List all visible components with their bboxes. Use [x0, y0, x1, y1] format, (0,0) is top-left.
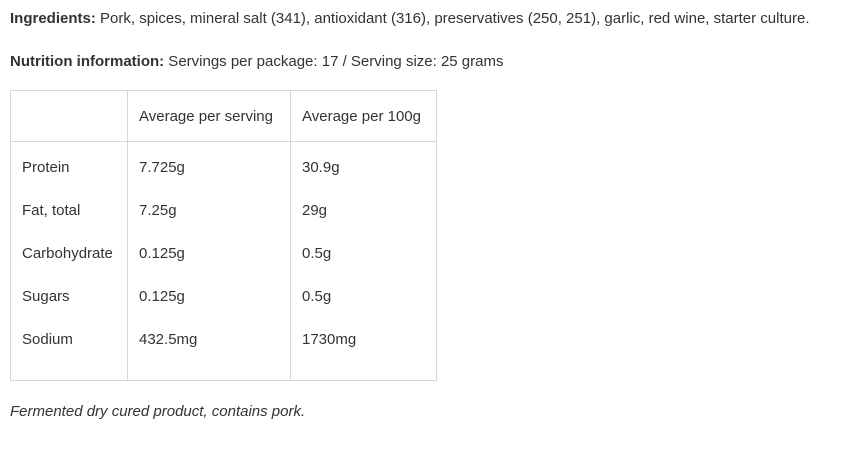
per-100g-value: 0.5g	[290, 275, 437, 318]
nutrition-text: Servings per package: 17 / Serving size:…	[164, 53, 504, 70]
per-serving-value: 0.125g	[127, 275, 291, 318]
table-row: Fat, total 7.25g 29g	[10, 189, 437, 232]
per-100g-value: 0.5g	[290, 232, 437, 275]
product-note: Fermented dry cured product, contains po…	[10, 403, 306, 420]
per-100g-value: 29g	[290, 189, 437, 232]
per-serving-value: 432.5mg	[127, 318, 291, 381]
header-per-100g: Average per 100g	[290, 90, 437, 142]
nutrition-line: Nutrition information: Servings per pack…	[10, 52, 503, 71]
table-row: Sodium 432.5mg 1730mg	[10, 318, 437, 381]
ingredients-line: Ingredients: Pork, spices, mineral salt …	[10, 9, 810, 28]
ingredients-label: Ingredients:	[10, 10, 96, 27]
nutrient-name: Protein	[10, 141, 128, 189]
per-100g-value: 30.9g	[290, 141, 437, 189]
nutrition-label: Nutrition information:	[10, 53, 165, 70]
nutrition-table: Average per serving Average per 100g Pro…	[10, 90, 437, 381]
table-row: Protein 7.725g 30.9g	[10, 141, 437, 189]
header-per-serving: Average per serving	[127, 90, 291, 142]
nutrient-name: Sugars	[10, 275, 128, 318]
per-serving-value: 7.725g	[127, 141, 291, 189]
nutrient-name: Carbohydrate	[10, 232, 128, 275]
per-serving-value: 0.125g	[127, 232, 291, 275]
table-row: Sugars 0.125g 0.5g	[10, 275, 437, 318]
per-100g-value: 1730mg	[290, 318, 437, 381]
header-cell-empty	[10, 90, 128, 142]
nutrient-name: Fat, total	[10, 189, 128, 232]
table-row: Carbohydrate 0.125g 0.5g	[10, 232, 437, 275]
per-serving-value: 7.25g	[127, 189, 291, 232]
table-header-row: Average per serving Average per 100g	[10, 90, 437, 142]
nutrient-name: Sodium	[10, 318, 128, 381]
ingredients-text: Pork, spices, mineral salt (341), antiox…	[95, 10, 810, 27]
